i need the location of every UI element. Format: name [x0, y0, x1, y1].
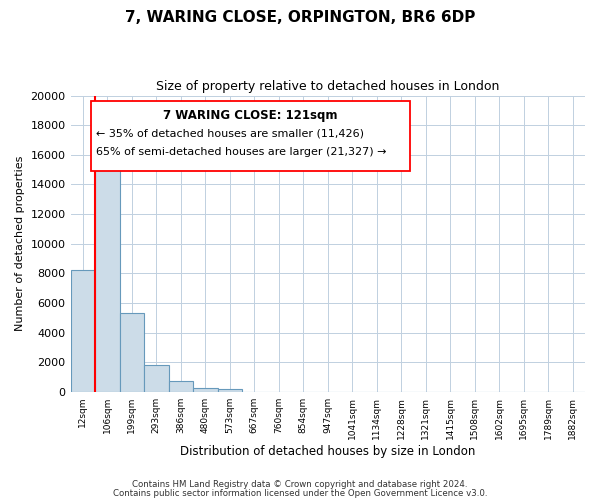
Bar	[218, 389, 242, 392]
Bar	[95, 146, 119, 392]
Bar	[144, 366, 169, 392]
Text: Contains public sector information licensed under the Open Government Licence v3: Contains public sector information licen…	[113, 488, 487, 498]
Bar	[193, 388, 218, 392]
Title: Size of property relative to detached houses in London: Size of property relative to detached ho…	[156, 80, 499, 93]
X-axis label: Distribution of detached houses by size in London: Distribution of detached houses by size …	[180, 444, 475, 458]
Text: Contains HM Land Registry data © Crown copyright and database right 2024.: Contains HM Land Registry data © Crown c…	[132, 480, 468, 489]
Bar	[169, 381, 193, 392]
Bar	[119, 314, 144, 392]
FancyBboxPatch shape	[91, 102, 410, 171]
Bar	[71, 270, 95, 392]
Y-axis label: Number of detached properties: Number of detached properties	[15, 156, 25, 332]
Text: 7 WARING CLOSE: 121sqm: 7 WARING CLOSE: 121sqm	[163, 109, 338, 122]
Text: 7, WARING CLOSE, ORPINGTON, BR6 6DP: 7, WARING CLOSE, ORPINGTON, BR6 6DP	[125, 10, 475, 25]
Text: 65% of semi-detached houses are larger (21,327) →: 65% of semi-detached houses are larger (…	[96, 148, 387, 158]
Text: ← 35% of detached houses are smaller (11,426): ← 35% of detached houses are smaller (11…	[96, 128, 364, 138]
